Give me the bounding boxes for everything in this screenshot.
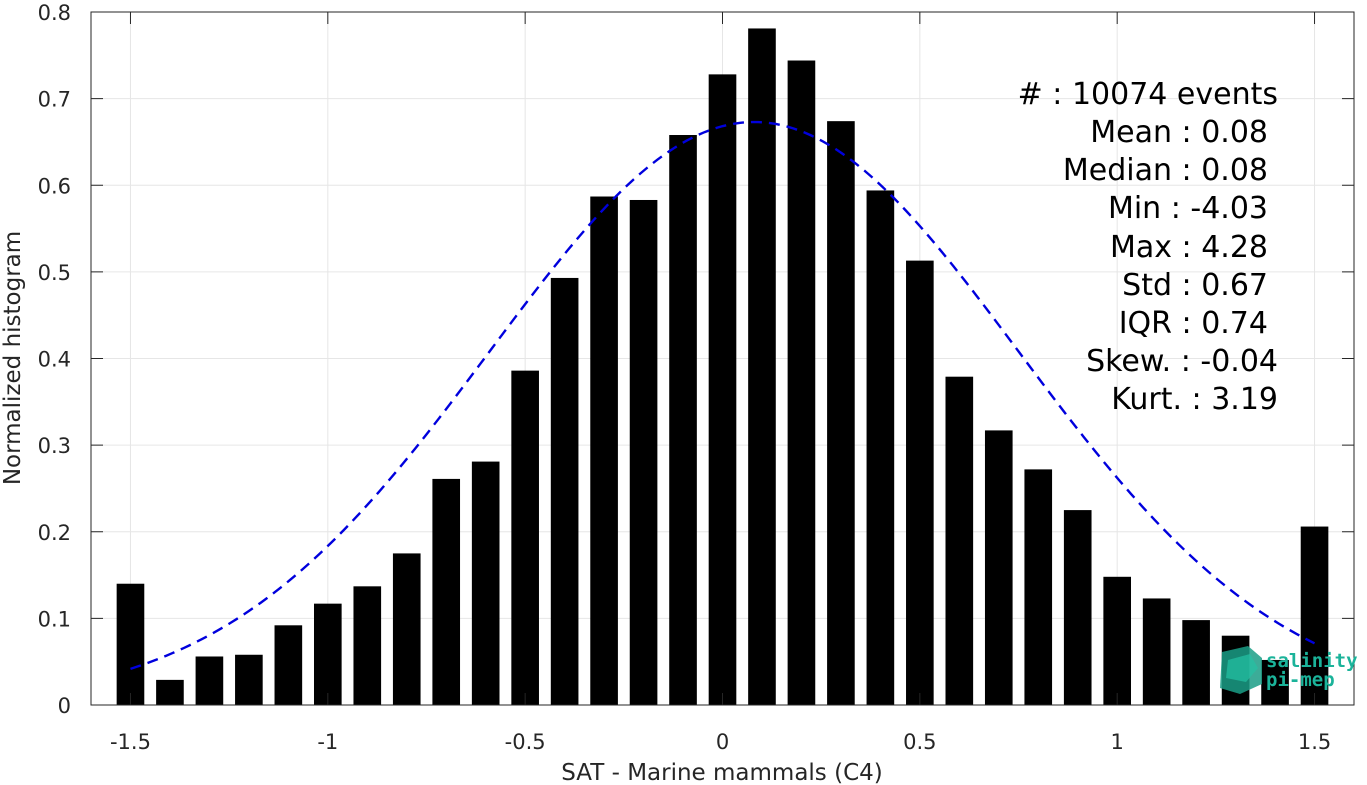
histogram-bar [1300, 526, 1329, 705]
histogram-bar [432, 478, 461, 705]
histogram-bar [1103, 576, 1132, 705]
histogram-bars [116, 28, 1329, 706]
x-tick-label: -0.5 [505, 730, 546, 754]
stat-skewness: Skew. : -0.04 [1086, 344, 1278, 379]
histogram-bar [1261, 659, 1289, 705]
gaussian-fit-curve [130, 120, 1316, 670]
stat-iqr: IQR : 0.74 [1119, 306, 1268, 341]
y-tick-label: 0.7 [38, 88, 71, 112]
histogram-bar [313, 603, 342, 705]
histogram-bar [629, 199, 658, 705]
x-tick-label: 0.5 [903, 730, 936, 754]
histogram-bar [748, 28, 776, 706]
stat-mean: Mean : 0.08 [1090, 115, 1268, 150]
histogram-bar [590, 196, 618, 706]
x-tick-label: 1 [1111, 730, 1124, 754]
histogram-bar [195, 656, 224, 705]
x-tick-label: 1.5 [1298, 730, 1331, 754]
histogram-bar [235, 654, 263, 705]
histogram-bar [1142, 598, 1171, 705]
histogram-bar [116, 583, 145, 705]
histogram-bar [827, 121, 855, 705]
stat-kurtosis: Kurt. : 3.19 [1111, 382, 1278, 417]
histogram-bar [471, 461, 500, 705]
y-tick-label: 0.3 [38, 434, 71, 458]
y-tick-label: 0.5 [38, 261, 71, 285]
histogram-bar [511, 370, 539, 705]
histogram-bar [550, 277, 579, 705]
histogram-bar [1182, 620, 1210, 705]
histogram-bar [1024, 469, 1053, 705]
x-axis-label: SAT - Marine mammals (C4) [561, 760, 883, 785]
histogram-bar [392, 553, 421, 705]
y-tick-label: 0.8 [38, 1, 71, 25]
y-tick-label: 0.4 [38, 348, 71, 372]
histogram-bar [787, 60, 816, 705]
logo-cube-facet [1226, 654, 1258, 682]
logo-text-pimep: pi-mep [1266, 669, 1335, 691]
x-tick-label: 0 [716, 730, 729, 754]
stat-max: Max : 4.28 [1110, 230, 1268, 265]
logo-text-salinity: salinity [1266, 650, 1358, 672]
histogram-bar [156, 679, 184, 705]
axis-ticks [91, 11, 1354, 706]
y-tick-label: 0 [58, 694, 71, 718]
histogram-bar [353, 586, 382, 705]
salinity-pimep-logo: salinity pi-mep [1220, 646, 1358, 694]
y-tick-label: 0.1 [38, 607, 71, 631]
histogram-bar [708, 74, 737, 706]
histogram-bar [1063, 510, 1092, 705]
histogram-bar [945, 376, 974, 705]
y-axis-label: Normalized histogram [0, 231, 26, 485]
stat-std: Std : 0.67 [1122, 268, 1268, 303]
histogram-bar [274, 625, 303, 705]
histogram-bar [866, 190, 895, 705]
x-tick-label: -1 [317, 730, 338, 754]
histogram-bar [906, 260, 934, 705]
y-axis-tick-labels: 0 0.1 0.2 0.3 0.4 0.5 0.6 0.7 0.8 [38, 1, 71, 718]
stat-median: Median : 0.08 [1063, 153, 1268, 188]
x-tick-label: -1.5 [110, 730, 151, 754]
y-tick-label: 0.6 [38, 174, 71, 198]
histogram-bar [984, 430, 1013, 705]
stat-events: # : 10074 events [1018, 77, 1278, 112]
stat-min: Min : -4.03 [1108, 191, 1268, 226]
statistics-box: # : 10074 events Mean : 0.08 Median : 0.… [1018, 77, 1278, 417]
x-axis-tick-labels: -1.5 -1 -0.5 0 0.5 1 1.5 [110, 730, 1331, 754]
y-tick-label: 0.2 [38, 521, 71, 545]
histogram-bar [669, 135, 697, 705]
